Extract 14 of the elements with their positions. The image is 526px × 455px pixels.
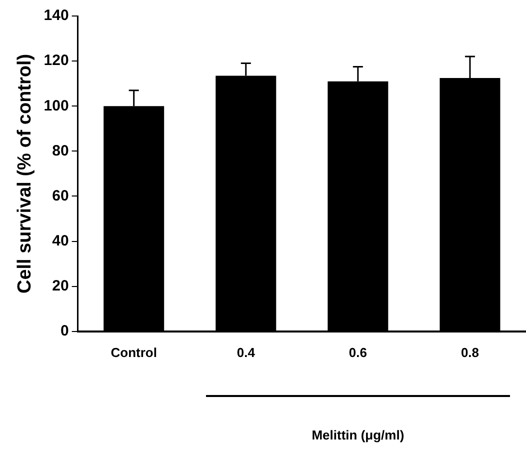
y-tick-label: 20 <box>52 277 69 294</box>
y-tick-label: 0 <box>60 322 69 340</box>
x-tick-label: 0.6 <box>348 344 367 360</box>
y-tick-label: 40 <box>52 232 69 250</box>
y-tick-label: 60 <box>52 187 69 204</box>
text: Melittin (μg/ml) <box>312 428 404 443</box>
y-tick-label: 100 <box>44 97 69 114</box>
y-tick-label: 140 <box>44 7 69 24</box>
y-tick-label: 80 <box>52 142 69 160</box>
x-tick-label: Control <box>110 344 157 360</box>
y-tick-label: 120 <box>44 52 69 70</box>
y-axis-title: Cell survival (% of control) <box>14 54 36 294</box>
x-tick-label: 0.8 <box>460 344 480 360</box>
x-tick-label: 0.4 <box>236 344 256 360</box>
